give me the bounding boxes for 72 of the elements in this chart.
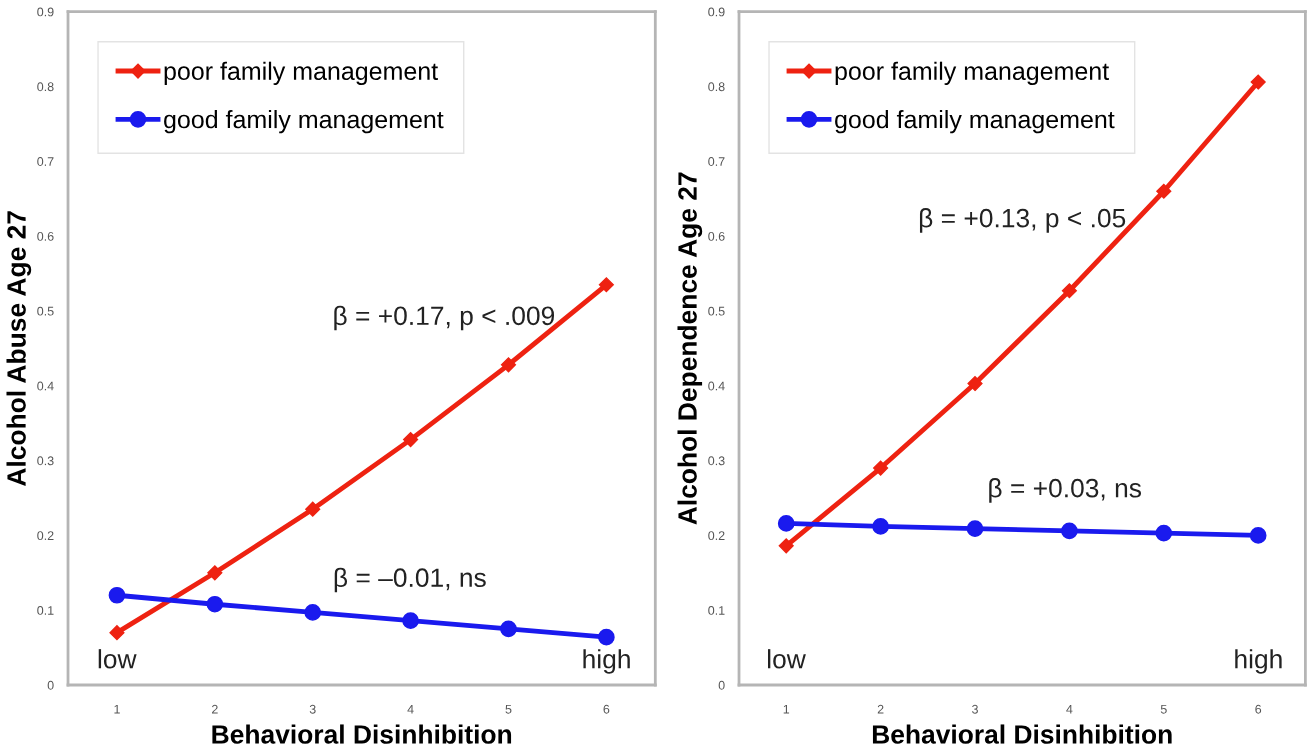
annotation: high [1235, 649, 1282, 674]
x-tick-label: 6 [1255, 704, 1262, 714]
point [1156, 183, 1172, 199]
x-tick-label: 5 [505, 704, 512, 714]
point [207, 565, 223, 581]
point [402, 612, 419, 630]
y-tick-label: 0.5 [37, 306, 54, 316]
y-tick-label: 0 [47, 680, 54, 690]
point [873, 460, 889, 476]
y-tick-label: 0 [718, 680, 725, 690]
annotation: high [583, 649, 630, 674]
legend-label: poor family management [164, 61, 438, 85]
y-tick-label: 0.4 [708, 381, 725, 391]
y-tick-label: 0.9 [708, 7, 725, 17]
point [304, 604, 322, 621]
point [1250, 74, 1266, 90]
point [109, 625, 125, 641]
point [966, 520, 984, 537]
x-tick-label: 2 [877, 704, 884, 714]
point [206, 595, 224, 613]
y-tick-label: 0.5 [708, 306, 725, 316]
annotation: β = +0.17, p < .009 [334, 305, 555, 331]
point [403, 432, 419, 448]
y-tick-label: 0.1 [708, 606, 725, 615]
x-tick-label: 2 [211, 704, 218, 714]
y-axis-title: Alcohol Abuse Age 27 [6, 211, 32, 486]
y-tick-label: 0.7 [37, 157, 54, 166]
x-tick-label: 5 [1160, 704, 1167, 714]
y-tick-label: 0.4 [37, 381, 54, 391]
point [1061, 522, 1078, 540]
y-tick-label: 0.8 [708, 82, 725, 92]
point [967, 375, 983, 392]
point [500, 357, 517, 373]
annotation: β = +0.13, p < .05 [919, 208, 1126, 233]
legend-label: poor family management [835, 61, 1109, 85]
x-axis-title: Behavioral Disinhibition [212, 724, 512, 744]
x-tick-label: 1 [114, 704, 120, 714]
point [108, 586, 126, 604]
annotation: β = –0.01, ns [334, 567, 486, 593]
x-tick-label: 3 [972, 704, 978, 714]
point [305, 501, 321, 517]
legend-label: good family management [835, 109, 1115, 134]
point [1061, 283, 1077, 299]
y-tick-label: 0.8 [37, 82, 54, 92]
x-tick-label: 3 [309, 704, 316, 714]
y-tick-label: 0.3 [37, 456, 54, 466]
y-tick-label: 0.9 [37, 7, 54, 17]
point [872, 518, 889, 535]
point [500, 620, 517, 638]
point [1249, 527, 1267, 544]
y-axis-title: Alcohol Dependence Age 27 [677, 172, 703, 525]
annotation: β = +0.03, ns [989, 478, 1142, 503]
y-tick-label: 0.1 [37, 606, 54, 615]
x-axis-title: Behavioral Disinhibition [872, 724, 1172, 744]
x-tick-label: 4 [407, 704, 414, 714]
annotation: low [768, 649, 806, 669]
y-tick-label: 0.3 [708, 456, 725, 466]
y-tick-label: 0.7 [708, 157, 725, 166]
y-tick-label: 0.6 [708, 231, 725, 241]
y-tick-label: 0.6 [37, 231, 54, 241]
legend-label: good family management [164, 109, 444, 134]
y-tick-label: 0.2 [708, 531, 725, 541]
point [1155, 524, 1173, 542]
x-tick-label: 6 [603, 704, 610, 714]
y-tick-label: 0.2 [37, 531, 54, 541]
point [777, 515, 795, 532]
x-tick-label: 4 [1066, 704, 1073, 714]
annotation: low [98, 649, 137, 669]
point [598, 628, 615, 646]
point [778, 538, 794, 554]
x-tick-label: 1 [783, 704, 790, 714]
point [598, 277, 614, 293]
